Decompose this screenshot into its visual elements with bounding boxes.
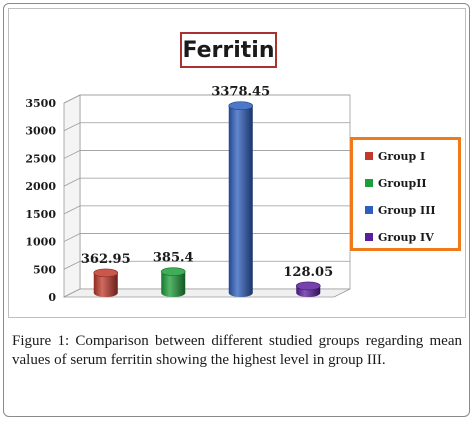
legend-item-group-2: GroupII — [365, 176, 427, 190]
y-tick-label-3: 1500 — [25, 208, 56, 221]
legend-item-group-4: Group IV — [365, 230, 434, 244]
y-tick-label-4: 2000 — [25, 180, 56, 193]
legend-label-group-1: Group I — [378, 149, 426, 163]
gridline-5 — [63, 150, 350, 159]
legend-swatch-group-4 — [365, 233, 373, 241]
gridline-6 — [63, 122, 350, 132]
y-tick-label-0: 0 — [48, 291, 56, 304]
gridline-2 — [63, 233, 350, 242]
chart-legend: Group I GroupII Group III Group IV — [350, 137, 461, 251]
data-label-0: 362.95 — [81, 252, 131, 267]
bar-2 — [228, 105, 253, 298]
gridline-1 — [63, 260, 350, 270]
bar-1 — [161, 271, 186, 297]
chart-title: Ferritin — [180, 32, 277, 68]
bar-top-3 — [295, 281, 321, 291]
legend-label-group-2: GroupII — [378, 176, 427, 190]
legend-swatch-group-1 — [365, 152, 373, 160]
legend-label-group-4: Group IV — [378, 230, 434, 244]
legend-label-group-3: Group III — [378, 203, 436, 217]
y-tick-label-6: 3000 — [25, 125, 56, 138]
bar-top-1 — [160, 267, 186, 276]
side-wall — [63, 94, 81, 298]
y-tick-label-7: 3500 — [25, 97, 56, 110]
legend-item-group-3: Group III — [365, 203, 435, 217]
legend-swatch-group-2 — [365, 179, 373, 187]
y-tick-label-2: 1000 — [25, 236, 56, 249]
chart-plot: 0 500 1000 1500 2000 2500 3000 3500 362.95 385.4 3… — [25, 85, 351, 304]
legend-item-group-1: Group I — [365, 149, 425, 163]
gridline-3 — [63, 205, 350, 215]
figure-caption: Figure 1: Comparison between different s… — [12, 333, 462, 368]
bar-0 — [93, 272, 118, 297]
data-label-2: 3378.45 — [211, 85, 270, 100]
data-label-3: 128.05 — [283, 265, 333, 280]
gridline-4 — [63, 177, 350, 187]
y-tick-label-5: 2500 — [25, 152, 56, 165]
legend-swatch-group-3 — [365, 206, 373, 214]
bar-top-2 — [228, 101, 254, 111]
y-tick-label-1: 500 — [33, 263, 56, 276]
bar-top-0 — [93, 268, 119, 278]
data-label-1: 385.4 — [153, 251, 194, 266]
figure-frame — [3, 3, 470, 417]
floor — [63, 288, 351, 298]
gridline-7 — [63, 94, 350, 104]
